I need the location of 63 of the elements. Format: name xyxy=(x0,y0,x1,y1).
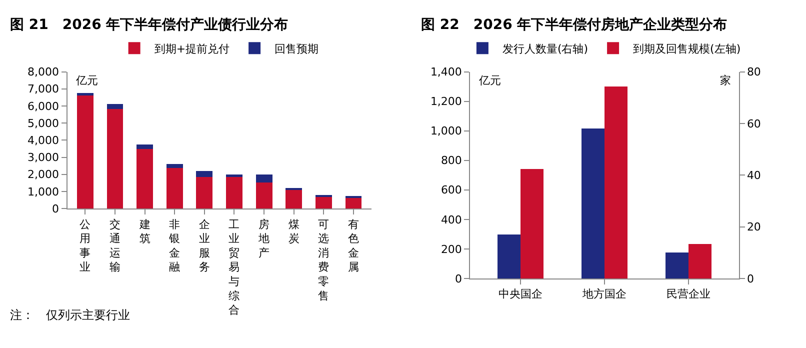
bar xyxy=(76,96,94,209)
legend-label: 发行人数量(右轴) xyxy=(502,42,588,56)
y-tick-label: 800 xyxy=(440,154,462,168)
y-tick-label: 1,400 xyxy=(430,66,462,79)
bar xyxy=(136,149,153,209)
bar xyxy=(256,174,272,183)
y-tick-label: 5,000 xyxy=(28,116,60,130)
y-tick-label: 1,200 xyxy=(430,95,462,108)
y2-axis-title: 家 xyxy=(720,74,731,87)
y-tick-label: 400 xyxy=(440,213,462,226)
bar xyxy=(520,169,544,278)
bar xyxy=(106,108,124,209)
y-tick-label: 3,000 xyxy=(28,151,60,164)
x-tick-label: 煤炭 xyxy=(288,218,300,246)
x-tick-label: 公用事业 xyxy=(80,218,91,274)
chart-title: 图 22 2026 年下半年偿付房地产企业类型分布 xyxy=(421,16,728,33)
bar xyxy=(196,171,213,178)
x-tick-label: 有色金属 xyxy=(348,218,360,274)
x-tick-label: 中央国企 xyxy=(498,288,543,301)
y-axis-title: 亿元 xyxy=(75,74,98,87)
y2-tick-label: 0 xyxy=(746,272,754,286)
y-tick-label: 1,000 xyxy=(430,124,462,138)
y-tick-label: 0 xyxy=(454,272,462,286)
x-tick-label: 地方国企 xyxy=(581,288,626,301)
y-axis-title: 亿元 xyxy=(478,74,501,87)
bar xyxy=(286,189,302,209)
bar xyxy=(166,168,183,209)
bar xyxy=(196,177,213,209)
text: 注： 仅列示主要行业 xyxy=(10,308,130,322)
bar xyxy=(226,177,242,209)
x-tick-label: 交通运输 xyxy=(109,218,120,274)
legend-label: 到期+提前兑付 xyxy=(154,42,230,56)
bar xyxy=(256,182,272,209)
y-tick-label: 4,000 xyxy=(28,134,60,148)
x-tick-label: 房地产 xyxy=(258,218,270,260)
y-tick-label: 7,000 xyxy=(28,82,60,96)
y2-tick-label: 80 xyxy=(746,66,761,79)
y-tick-label: 600 xyxy=(440,184,462,197)
bar xyxy=(76,93,94,96)
bar xyxy=(315,196,332,209)
chart-title: 图 21 2026 年下半年偿付产业债行业分布 xyxy=(10,16,288,33)
x-tick-label: 非银金融 xyxy=(168,218,180,274)
bar xyxy=(345,197,362,209)
y-tick-label: 6,000 xyxy=(28,100,60,113)
x-tick-label: 可选消费零售 xyxy=(318,218,330,302)
x-tick-label: 工业贸易与综合 xyxy=(228,218,240,317)
y2-tick-label: 20 xyxy=(746,220,761,234)
x-tick-label: 建筑 xyxy=(138,218,150,246)
y-tick-label: 8,000 xyxy=(28,66,60,79)
x-tick-label: 企业服务 xyxy=(198,218,210,274)
legend-label: 回售预期 xyxy=(274,42,319,56)
legend-label: 到期及回售规模(左轴) xyxy=(633,42,741,56)
y-tick-label: 200 xyxy=(440,242,462,256)
bar xyxy=(226,174,242,178)
y-tick-label: 0 xyxy=(52,202,60,216)
bar xyxy=(136,144,153,150)
bar xyxy=(106,104,124,109)
bar xyxy=(166,164,183,168)
y2-tick-label: 60 xyxy=(746,117,761,130)
x-tick-label: 民营企业 xyxy=(666,288,710,301)
y-tick-label: 1,000 xyxy=(28,185,60,198)
y2-tick-label: 40 xyxy=(746,168,761,182)
y-tick-label: 2,000 xyxy=(28,168,60,182)
